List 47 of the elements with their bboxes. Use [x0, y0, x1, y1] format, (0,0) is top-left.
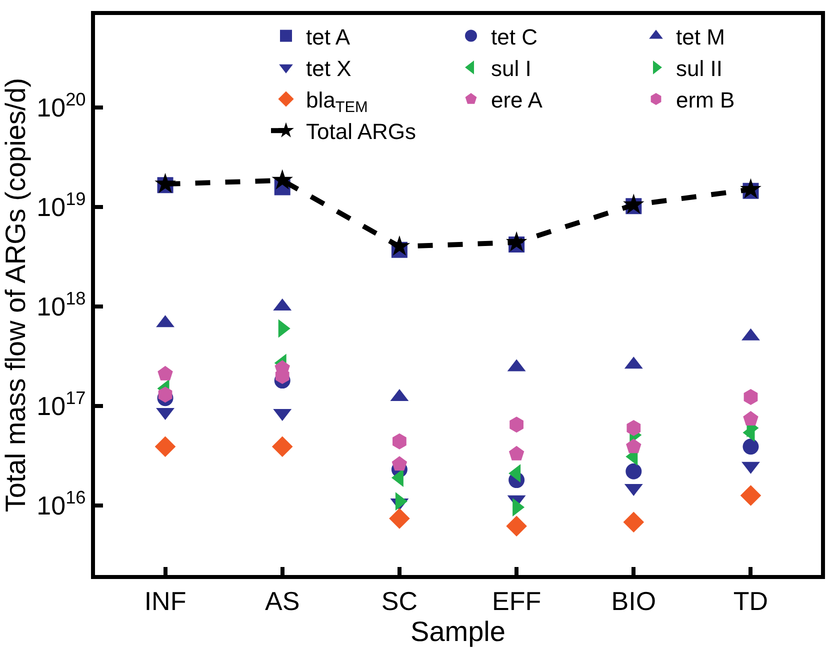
point [742, 438, 759, 455]
point [158, 366, 173, 380]
point [626, 438, 642, 454]
x-tick-label: INF [144, 586, 186, 616]
legend-label: bla$_{TEM}$ [306, 88, 368, 116]
x-tick-label: AS [265, 586, 300, 616]
point [626, 463, 642, 480]
point [623, 512, 644, 533]
legend-label: ere A [491, 88, 543, 113]
point [743, 410, 758, 426]
legend-label: sul II [676, 56, 722, 81]
y-tick-label: 10$^{20}$ [36, 90, 86, 123]
point [392, 456, 408, 471]
x-tick-label: SC [381, 586, 418, 616]
point [389, 508, 410, 529]
legend-label: tet A [306, 24, 350, 50]
point [508, 446, 524, 460]
point [510, 416, 524, 433]
x-tick-label: EFF [492, 586, 542, 616]
legend-label: sul I [491, 56, 532, 81]
y-tick-label: 10$^{17}$ [36, 388, 86, 422]
point [388, 235, 410, 256]
point [272, 436, 293, 458]
legend-label: tet C [491, 24, 538, 50]
legend-label: tet M [676, 24, 725, 50]
legend-label: tet X [306, 56, 352, 81]
x-axis-title: Sample [410, 616, 506, 648]
legend-label: Total ARGs [306, 119, 416, 144]
point [740, 178, 762, 199]
point [506, 516, 527, 537]
point [744, 389, 758, 406]
y-axis-title: Total mass flow of ARGs (copies/d) [0, 78, 31, 512]
point [272, 169, 293, 190]
point [506, 231, 528, 252]
y-tick-label: 10$^{16}$ [36, 488, 86, 521]
x-tick-label: BIO [611, 586, 656, 616]
point [154, 436, 176, 458]
point [158, 386, 172, 403]
point [392, 433, 406, 450]
point [623, 194, 644, 214]
point [154, 172, 176, 194]
legend-label: erm B [676, 88, 735, 113]
y-tick-label: 10$^{19}$ [36, 189, 86, 222]
x-tick-label: TD [733, 586, 768, 616]
point [626, 420, 641, 436]
y-tick-label: 10$^{18}$ [36, 288, 86, 322]
point [740, 485, 762, 506]
